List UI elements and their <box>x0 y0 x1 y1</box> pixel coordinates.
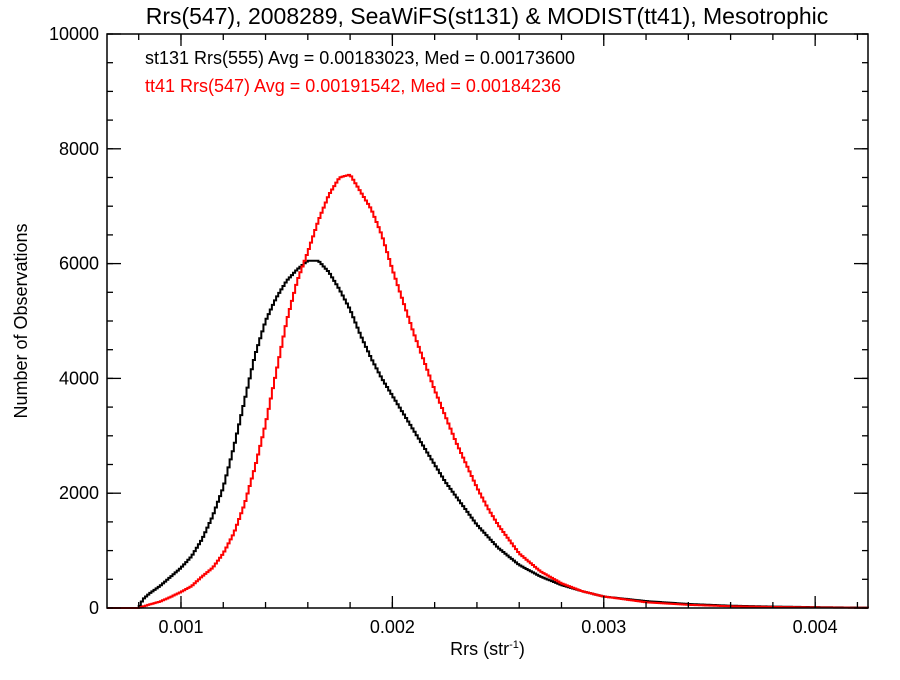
y-axis-label: Number of Observations <box>11 223 31 418</box>
y-tick-label: 6000 <box>59 254 99 274</box>
x-axis-label-end: ) <box>519 639 525 659</box>
x-axis-label-superscript: -1 <box>509 639 519 651</box>
y-tick-label: 8000 <box>59 139 99 159</box>
series-tt41-line <box>107 173 869 609</box>
y-tick-label: 10000 <box>49 24 99 44</box>
ticks-group: 0.001 0.002 0.003 0.004 0 2000 4000 6000 8000 100… <box>49 24 868 637</box>
y-tick-label: 2000 <box>59 483 99 503</box>
annotation-tt41-stats: tt41 Rrs(547) Avg = 0.00191542, Med = 0.… <box>145 76 561 96</box>
y-tick-label: 0 <box>89 598 99 618</box>
x-axis-label-main: Rrs (str <box>450 639 509 659</box>
plot-frame <box>106 33 869 609</box>
chart-title: Rrs(547), 2008289, SeaWiFS(st131) & MODI… <box>146 3 829 29</box>
annotation-st131-stats: st131 Rrs(555) Avg = 0.00183023, Med = 0… <box>145 48 575 68</box>
x-tick-label: 0.002 <box>370 617 415 637</box>
x-tick-label: 0.003 <box>581 617 626 637</box>
y-tick-label: 4000 <box>59 368 99 388</box>
x-tick-label: 0.001 <box>158 617 203 637</box>
series-group <box>107 173 869 609</box>
x-tick-label: 0.004 <box>793 617 838 637</box>
x-axis-label: Rrs (str-1) <box>450 639 525 659</box>
